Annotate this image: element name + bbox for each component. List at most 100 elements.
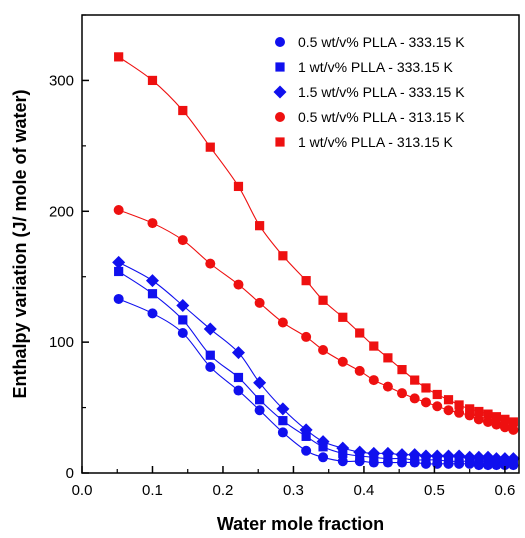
data-point-series-1 [233,385,244,396]
data-point-series-3 [430,449,444,463]
data-point-series-4 [147,218,158,229]
legend-marker-series-2 [275,62,285,72]
data-point-series-4 [432,401,443,412]
data-point-series-4 [396,388,407,399]
data-point-series-1 [254,405,265,416]
data-point-series-5 [205,142,215,152]
data-point-series-2 [278,416,288,426]
legend-label-series-1: 0.5 wt/v% PLLA - 333.15 K [298,34,465,50]
data-point-series-4 [318,344,329,355]
data-point-series-3 [253,376,267,390]
legend-marker-series-5 [275,137,285,147]
data-point-series-5 [383,353,393,363]
data-point-series-4 [205,258,216,269]
data-point-series-4 [482,416,493,427]
data-point-series-2 [233,372,244,383]
data-point-series-4 [443,405,454,416]
data-point-series-3 [463,450,477,464]
data-point-series-5 [178,105,188,116]
legend-marker-series-3 [273,85,287,99]
fit-line-series-1 [118,298,514,466]
data-point-series-5 [432,389,442,400]
x-tick-label: 0.5 [424,482,445,499]
data-point-series-3 [145,274,159,288]
axis-ticks: 0.0 0.1 0.2 0.3 0.4 0.5 0.6 0 100 200 300 [49,14,515,499]
data-point-series-1 [277,427,288,438]
data-point-series-1 [301,445,312,456]
data-point-series-4 [337,356,348,367]
data-point-series-3 [481,450,495,464]
data-point-series-1 [337,456,348,467]
data-point-series-3 [498,452,512,466]
data-point-series-3 [231,346,245,360]
legend: 0.5 wt/v% PLLA - 333.15 K 1 wt/v% PLLA - … [273,34,465,150]
data-point-series-4 [420,397,431,408]
data-point-series-1 [147,308,158,319]
data-point-series-4 [254,297,265,308]
data-point-series-3 [452,449,466,463]
x-tick-label: 0.0 [72,482,93,499]
legend-label-series-5: 1 wt/v% PLLA - 313.15 K [298,134,454,150]
data-point-series-3 [381,446,395,460]
data-point-series-3 [299,423,313,437]
data-point-series-2 [255,395,265,405]
data-point-series-3 [336,441,350,455]
data-point-series-3 [489,452,503,466]
data-point-series-5 [491,412,502,422]
data-point-series-3 [419,449,433,463]
data-point-series-2 [301,431,311,441]
data-point-series-5 [233,181,244,192]
data-point-series-3 [367,446,381,460]
data-point-series-5 [508,417,518,427]
plot-frame [81,14,520,474]
data-point-series-4 [301,331,312,342]
data-point-series-5 [147,75,158,86]
legend-label-series-3: 1.5 wt/v% PLLA - 333.15 K [298,84,465,100]
data-point-series-5 [410,375,420,385]
legend-marker-series-4 [275,112,285,122]
data-point-series-3 [472,450,486,464]
data-point-series-3 [112,255,126,269]
data-point-series-3 [442,449,456,463]
fit-line-series-2 [118,271,514,462]
data-point-series-4 [473,414,484,425]
data-point-series-3 [408,448,422,462]
data-point-series-5 [318,295,328,305]
fit-line-series-4 [118,209,514,431]
y-tick-label: 0 [66,465,74,482]
data-point-series-5 [421,383,431,393]
y-tick-label: 300 [49,72,74,89]
x-tick-label: 0.4 [354,482,375,499]
legend-label-series-4: 0.5 wt/v% PLLA - 313.15 K [298,109,465,125]
data-point-series-5 [301,276,311,286]
data-point-series-5 [500,414,510,424]
data-point-series-4 [454,407,465,418]
data-point-series-5 [355,328,365,338]
x-tick-label: 0.3 [283,482,304,499]
data-point-series-4 [233,279,244,290]
data-point-series-4 [382,381,393,392]
data-point-series-5 [443,395,454,405]
data-point-series-3 [276,402,290,416]
data-point-series-4 [491,419,502,430]
y-tick-label: 200 [49,203,74,220]
data-markers [112,52,520,471]
data-point-series-4 [499,422,510,433]
data-point-series-2 [114,266,124,277]
x-tick-label: 0.1 [142,482,163,499]
data-point-series-3 [353,445,367,459]
data-point-series-1 [318,452,329,463]
data-point-series-4 [113,204,124,215]
data-point-series-3 [316,435,330,449]
data-point-series-5 [369,341,379,351]
data-point-series-2 [147,289,158,299]
data-point-series-4 [354,365,365,376]
data-point-series-4 [409,393,420,404]
data-point-series-3 [506,452,520,466]
y-tick-label: 100 [49,334,74,351]
data-point-series-5 [483,409,493,419]
data-point-series-1 [113,293,124,304]
data-point-series-5 [114,52,124,62]
data-point-series-4 [508,424,519,435]
